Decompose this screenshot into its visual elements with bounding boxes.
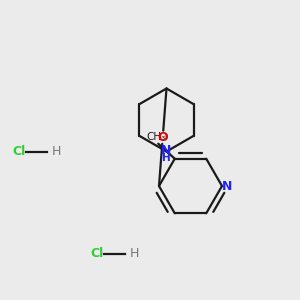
Text: H: H [52,145,61,158]
Text: Cl: Cl [12,145,25,158]
Text: N: N [222,179,233,193]
Text: O: O [158,131,168,144]
Text: H: H [162,153,171,163]
Text: H: H [130,247,139,260]
Text: Cl: Cl [90,247,103,260]
Text: CH₃: CH₃ [146,132,166,142]
Text: N: N [161,143,172,157]
